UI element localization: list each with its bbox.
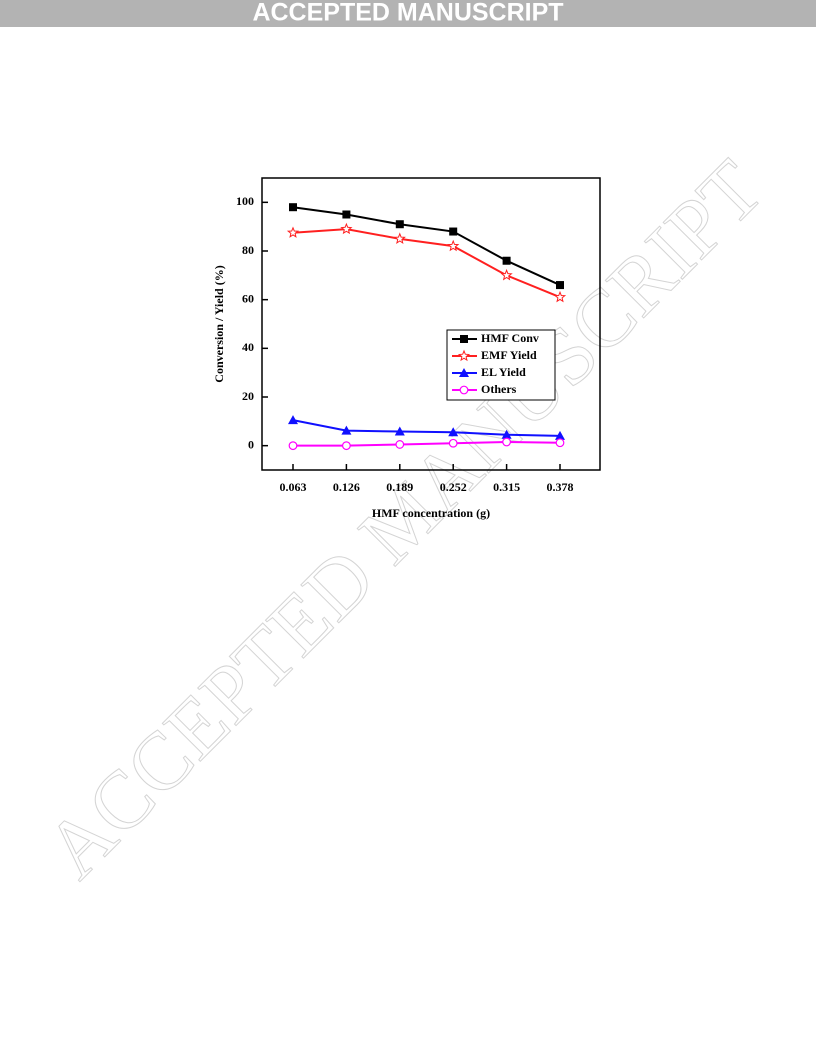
marker — [501, 429, 512, 439]
marker — [342, 210, 351, 219]
y-tick-label: 40 — [242, 340, 254, 354]
series-line — [292, 419, 561, 437]
x-tick-label: 0.126 — [333, 480, 360, 494]
marker — [448, 427, 459, 437]
y-axis-label: Conversion / Yield (%) — [212, 265, 226, 382]
y-tick-label: 100 — [236, 194, 254, 208]
marker — [286, 226, 300, 238]
chart: 0 20 40 60 80 100 0.063 0.126 0.189 0.252 0.315 0.3… — [212, 177, 601, 520]
marker — [460, 335, 468, 343]
x-tick-label: 0.315 — [493, 480, 520, 494]
y-tick-label: 60 — [242, 291, 254, 305]
marker — [553, 290, 567, 303]
plot-frame — [261, 177, 601, 471]
marker — [288, 441, 298, 451]
marker — [459, 385, 469, 395]
marker — [394, 426, 405, 436]
marker — [393, 232, 406, 245]
y-tick-label: 80 — [242, 243, 254, 257]
marker — [502, 437, 512, 447]
banner: ACCEPTED MANUSCRIPT — [252, 0, 563, 27]
marker — [395, 440, 405, 449]
x-tick-label: 0.063 — [280, 480, 307, 494]
marker — [500, 268, 513, 281]
x-tick-label: 0.252 — [440, 480, 467, 494]
legend-label: EMF Yield — [481, 348, 537, 362]
marker — [342, 441, 351, 451]
marker — [341, 425, 352, 435]
marker — [288, 415, 298, 425]
y-tick-label: 20 — [242, 389, 254, 403]
x-axis-label: HMF concentration (g) — [372, 506, 490, 520]
marker — [448, 438, 458, 448]
marker — [395, 220, 404, 229]
series-line — [293, 441, 561, 447]
marker — [457, 349, 471, 362]
series-line — [292, 206, 561, 286]
marker — [447, 239, 460, 252]
y-tick-label: 0 — [248, 437, 254, 451]
x-tick-label: 0.378 — [547, 480, 574, 494]
marker — [502, 256, 511, 265]
x-tick-label: 0.189 — [386, 480, 413, 494]
marker — [556, 281, 564, 290]
marker — [449, 227, 458, 236]
legend-label: HMF Conv — [481, 331, 539, 345]
legend-label: EL Yield — [481, 365, 526, 379]
marker — [459, 368, 469, 377]
marker — [555, 430, 565, 440]
legend-label: Others — [481, 382, 517, 396]
series-line — [292, 228, 561, 299]
marker — [555, 438, 565, 448]
marker — [289, 203, 297, 212]
banner-bar — [0, 0, 816, 27]
marker — [340, 222, 353, 235]
